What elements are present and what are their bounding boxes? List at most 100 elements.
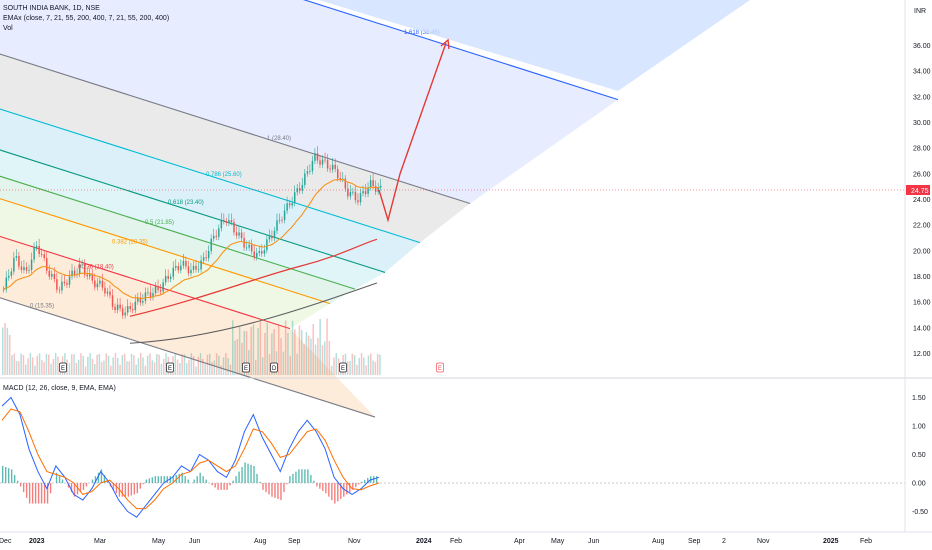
volume-bar: [110, 365, 112, 375]
fib-level-line: [0, 53, 471, 205]
candle-body: [293, 192, 296, 204]
volume-bar: [133, 355, 135, 375]
macd-histogram-bar: [124, 483, 127, 497]
volume-bar: [137, 358, 140, 375]
volume-bar: [358, 358, 360, 375]
time-axis[interactable]: Dec 2023 Mar May Jun Aug Sep Nov 2024 Feb Apr May Ju…: [0, 538, 872, 545]
volume-bar: [158, 354, 160, 375]
macd-histogram-bar: [169, 476, 171, 483]
volume-bar: [234, 340, 236, 375]
macd-histogram-bar: [286, 483, 288, 485]
macd-histogram-bar: [259, 481, 261, 483]
volume-bar: [149, 353, 151, 375]
volume-bar: [319, 318, 321, 375]
candle-body: [48, 270, 51, 277]
volume-bar: [236, 339, 239, 375]
macd-histogram-bar: [244, 462, 246, 483]
volume-bar: [13, 353, 15, 375]
macd-legend[interactable]: MACD (12, 26, close, 9, EMA, EMA): [3, 385, 116, 392]
candle-body: [40, 254, 43, 255]
candle-body: [169, 276, 172, 279]
macd-histogram-bar: [70, 483, 73, 493]
fib-level-label: 0.236 (18.40): [78, 264, 114, 270]
volume-bar: [112, 357, 114, 375]
volume-bar: [11, 355, 13, 375]
macd-histogram-bar: [16, 480, 19, 483]
fib-band: [0, 109, 420, 273]
volume-bar: [328, 341, 331, 375]
macd-tick-label: 0.50: [912, 452, 926, 459]
fib-channel[interactable]: 0 (15.35) 0.236 (18.40) 0.382 (20.35) 0.5 (…: [0, 0, 750, 418]
volume-bar: [36, 355, 38, 375]
volume-bar: [282, 351, 285, 375]
signal-line: [1, 408, 380, 510]
volume-bar: [268, 354, 271, 375]
candle-body: [314, 153, 316, 161]
event-marker-label: E: [61, 366, 65, 372]
volume-bar: [273, 329, 275, 375]
volume-legend[interactable]: Vol: [3, 25, 13, 32]
projection-arrow[interactable]: [378, 38, 450, 223]
volume-bar: [188, 359, 190, 375]
symbol-title[interactable]: SOUTH INDIA BANK, 1D, NSE: [3, 5, 100, 12]
candle-body: [15, 256, 18, 258]
volume-bar: [229, 364, 232, 375]
macd-histogram-bar: [367, 477, 369, 483]
macd-histogram-bar: [121, 483, 124, 497]
candle-body: [91, 273, 94, 281]
macd-histogram-bar: [271, 483, 273, 497]
candle-body: [357, 200, 359, 203]
macd-histogram-bar: [325, 483, 327, 494]
candle-body: [175, 265, 177, 268]
candle-body: [182, 260, 185, 266]
volume-bar: [38, 353, 41, 375]
candle-body: [258, 251, 261, 254]
price-tick-label: 22.00: [913, 223, 931, 230]
macd-histogram-bar: [103, 475, 106, 483]
macd-histogram-bar: [166, 476, 168, 483]
volume-bar: [301, 330, 303, 375]
candle-body: [152, 293, 154, 298]
candle-body: [3, 289, 5, 291]
time-tick-label: May: [551, 538, 565, 545]
candle-body: [96, 283, 99, 288]
volume-bar: [199, 353, 202, 375]
volume-bar: [45, 353, 48, 375]
last-price-text: 24.75: [911, 188, 929, 195]
macd-pane[interactable]: [1, 396, 380, 518]
macd-histogram-bar: [241, 467, 243, 483]
macd-histogram-bar: [46, 483, 49, 504]
volume-bar: [160, 363, 163, 375]
volume-bar: [135, 364, 137, 375]
macd-histogram-bar: [337, 483, 339, 502]
candle-body: [225, 221, 228, 223]
candle-body: [230, 220, 233, 223]
macd-histogram-bar: [250, 464, 252, 483]
macd-histogram-bar: [49, 483, 52, 494]
macd-histogram-bar: [376, 476, 378, 483]
volume-bar: [307, 335, 310, 375]
volume-bar: [22, 355, 25, 375]
candle-body: [369, 180, 372, 188]
fib-band: [0, 54, 470, 243]
candle-body: [288, 203, 291, 206]
candle-body: [349, 192, 352, 197]
price-axis[interactable]: 12.00 14.00 16.00 18.00 20.00 22.00 24.00 26.00…: [913, 43, 931, 358]
volume-bar: [174, 353, 176, 375]
volume-bar: [278, 325, 280, 375]
candle-body: [106, 291, 109, 294]
volume-bar: [84, 366, 87, 375]
volume-bar: [271, 333, 273, 375]
volume-bar: [183, 354, 186, 375]
macd-axis[interactable]: 1.50 1.00 0.50 0.00 -0.50: [912, 395, 928, 516]
price-tick-label: 28.00: [913, 146, 931, 153]
fib-band: [0, 176, 355, 304]
candle-body: [132, 309, 134, 311]
candle-body: [362, 191, 364, 194]
fib-level-label: 0 (15.35): [30, 304, 54, 310]
ema-legend[interactable]: EMAx (close, 7, 21, 55, 200, 400, 7, 21,…: [3, 15, 170, 22]
candle-body: [256, 253, 258, 258]
candle-body: [210, 238, 212, 251]
